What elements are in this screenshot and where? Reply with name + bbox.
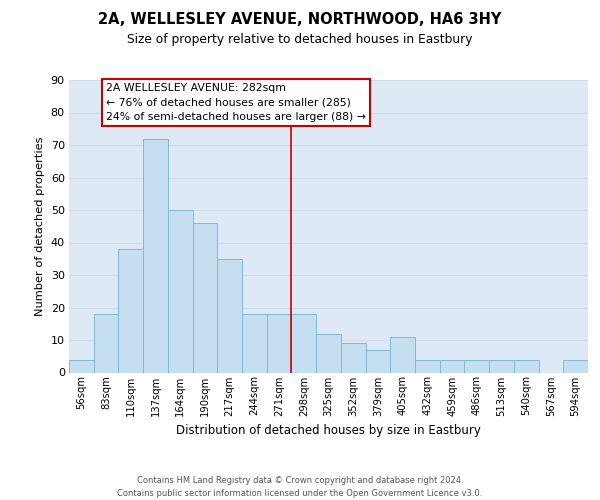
Bar	[292, 314, 316, 372]
Bar	[390, 337, 415, 372]
Text: 2A WELLESLEY AVENUE: 282sqm
← 76% of detached houses are smaller (285)
24% of se: 2A WELLESLEY AVENUE: 282sqm ← 76% of det…	[106, 83, 366, 122]
Bar	[94, 314, 118, 372]
Bar	[316, 334, 341, 372]
Bar	[514, 360, 539, 372]
Text: 2A, WELLESLEY AVENUE, NORTHWOOD, HA6 3HY: 2A, WELLESLEY AVENUE, NORTHWOOD, HA6 3HY	[98, 12, 502, 28]
Bar	[143, 138, 168, 372]
X-axis label: Distribution of detached houses by size in Eastbury: Distribution of detached houses by size …	[176, 424, 481, 437]
Bar	[440, 360, 464, 372]
Bar	[563, 360, 588, 372]
Bar	[242, 314, 267, 372]
Bar	[168, 210, 193, 372]
Text: Size of property relative to detached houses in Eastbury: Size of property relative to detached ho…	[127, 32, 473, 46]
Bar	[365, 350, 390, 372]
Bar	[489, 360, 514, 372]
Text: Contains HM Land Registry data © Crown copyright and database right 2024.: Contains HM Land Registry data © Crown c…	[137, 476, 463, 485]
Y-axis label: Number of detached properties: Number of detached properties	[35, 136, 45, 316]
Bar	[415, 360, 440, 372]
Bar	[118, 249, 143, 372]
Bar	[464, 360, 489, 372]
Bar	[217, 259, 242, 372]
Bar	[193, 223, 217, 372]
Bar	[341, 343, 365, 372]
Text: Contains public sector information licensed under the Open Government Licence v3: Contains public sector information licen…	[118, 489, 482, 498]
Bar	[267, 314, 292, 372]
Bar	[69, 360, 94, 372]
